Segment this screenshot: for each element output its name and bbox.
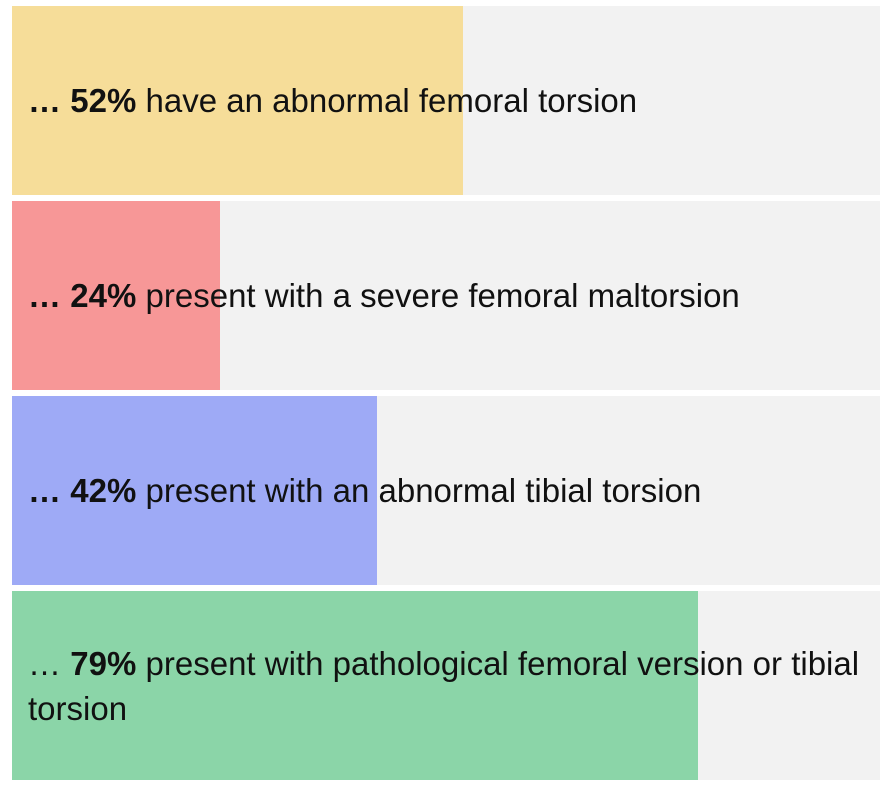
bar — [12, 591, 698, 780]
bar-row: … 24% present with a severe femoral maltor… — [12, 201, 880, 390]
bar-row: … 52% have an abnormal femoral torsion — [12, 6, 880, 195]
bar — [12, 396, 377, 585]
bar-label: … 79% present with pathological femoral ve… — [28, 591, 876, 780]
bar-row: … 42% present with an abnormal tibial tors… — [12, 396, 880, 585]
prefix: … — [28, 82, 61, 119]
prefix: … — [28, 472, 61, 509]
category-label: present with an abnormal tibial torsion — [145, 472, 702, 509]
bar-label: … 24% present with a severe femoral maltor… — [28, 201, 876, 390]
bar-label: … 52% have an abnormal femoral torsion — [28, 6, 876, 195]
chart: … 52% have an abnormal femoral torsion… 24%… — [12, 6, 880, 786]
category-label: present with pathological femoral versio… — [28, 644, 860, 727]
prefix: … — [28, 644, 61, 682]
value-label: 79% — [70, 644, 137, 682]
value-label: 52% — [70, 82, 137, 119]
category-label: present with a severe femoral maltorsion — [145, 277, 740, 314]
value-label: 24% — [70, 277, 137, 314]
bar — [12, 6, 464, 195]
prefix: … — [28, 277, 61, 314]
category-label: have an abnormal femoral torsion — [145, 82, 638, 119]
bar-row: … 79% present with pathological femoral ve… — [12, 591, 880, 780]
bar-label: … 42% present with an abnormal tibial tors… — [28, 396, 876, 585]
value-label: 42% — [70, 472, 137, 509]
bar — [12, 201, 221, 390]
